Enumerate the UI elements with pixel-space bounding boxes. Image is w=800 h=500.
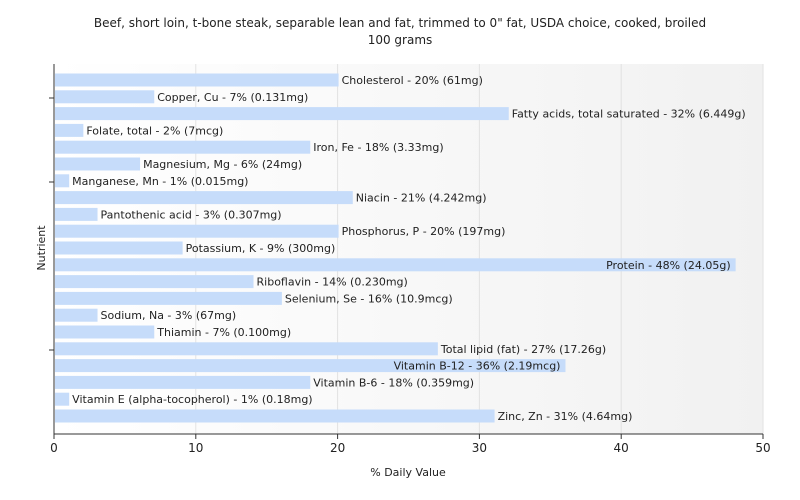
bar-data-label: Copper, Cu - 7% (0.131mg) [157, 91, 308, 104]
bar [55, 291, 282, 305]
bar [55, 123, 84, 137]
bar [55, 392, 70, 406]
bar [55, 375, 311, 389]
bar-data-label: Sodium, Na - 3% (67mg) [101, 309, 237, 322]
bar [55, 191, 353, 205]
x-tick-label: 50 [755, 441, 770, 455]
bar-data-label: Riboflavin - 14% (0.230mg) [257, 276, 408, 289]
bar-data-label: Fatty acids, total saturated - 32% (6.44… [512, 108, 746, 121]
x-tick-label: 10 [188, 441, 203, 455]
axes: 0 10 20 30 40 50 [49, 64, 771, 455]
bar [55, 275, 254, 289]
chart-title: Beef, short loin, t-bone steak, separabl… [94, 16, 706, 30]
bar [55, 409, 495, 423]
bar [55, 241, 183, 255]
bar-data-label: Phosphorus, P - 20% (197mg) [342, 225, 506, 238]
bar-data-label: Vitamin B-12 - 36% (2.19mcg) [394, 360, 561, 373]
bar-data-label: Vitamin B-6 - 18% (0.359mg) [313, 376, 474, 389]
bar [55, 207, 98, 221]
bar-data-label: Niacin - 21% (4.242mg) [356, 192, 487, 205]
grid-lines [195, 64, 764, 434]
bar-data-label: Cholesterol - 20% (61mg) [342, 74, 483, 87]
bar-data-label: Iron, Fe - 18% (3.33mg) [313, 141, 443, 154]
bar-data-label: Thiamin - 7% (0.100mg) [156, 326, 291, 339]
bar-data-label: Total lipid (fat) - 27% (17.26g) [440, 343, 606, 356]
bar-data-label: Magnesium, Mg - 6% (24mg) [143, 158, 302, 171]
bar-data-label: Folate, total - 2% (7mcg) [86, 124, 223, 137]
y-axis-title: Nutrient [35, 225, 48, 271]
bar [55, 308, 98, 322]
bar [55, 174, 70, 188]
bar [55, 224, 339, 238]
bar [55, 73, 339, 87]
bars [55, 73, 736, 423]
x-tick-label: 20 [330, 441, 345, 455]
bar [55, 90, 155, 104]
bar [55, 107, 509, 121]
bar-data-label: Zinc, Zn - 31% (4.64mg) [498, 410, 633, 423]
chart-subtitle: 100 grams [368, 33, 433, 47]
bar-data-label: Manganese, Mn - 1% (0.015mg) [72, 175, 248, 188]
bar [55, 258, 736, 272]
bar [55, 140, 311, 154]
x-tick-label: 40 [614, 441, 629, 455]
x-tick-label: 30 [472, 441, 487, 455]
bar-data-label: Pantothenic acid - 3% (0.307mg) [101, 208, 282, 221]
x-axis-title: % Daily Value [370, 466, 446, 479]
bar [55, 157, 141, 171]
bar-labels: Cholesterol - 20% (61mg) Copper, Cu - 7% … [72, 74, 746, 423]
x-tick-label: 0 [50, 441, 58, 455]
bar [55, 325, 155, 339]
bar-data-label: Potassium, K - 9% (300mg) [186, 242, 336, 255]
bar-data-label: Selenium, Se - 16% (10.9mcg) [285, 292, 453, 305]
bar-data-label: Vitamin E (alpha-tocopherol) - 1% (0.18m… [72, 393, 312, 406]
bar [55, 342, 438, 356]
bar [55, 359, 566, 373]
bar-data-label: Protein - 48% (24.05g) [606, 259, 731, 272]
